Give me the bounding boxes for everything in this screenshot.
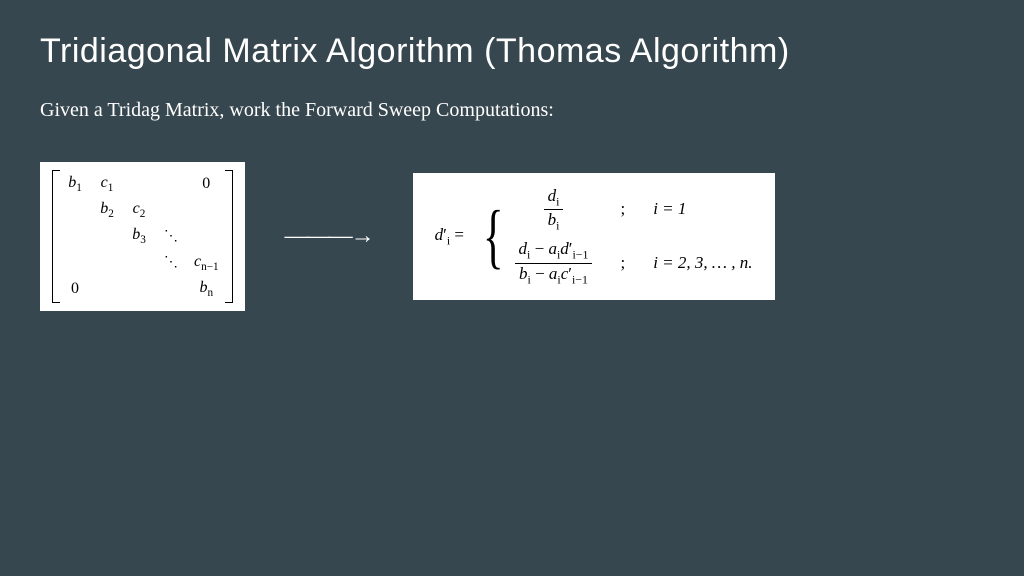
- content-row: b1 c1 0 b2 c2 b3 ⋱ ⋱ cn−1 0: [40, 162, 984, 311]
- case1-semi: ;: [620, 199, 625, 219]
- case2-semi: ;: [620, 253, 625, 273]
- arrow-icon: ———→: [285, 223, 373, 250]
- case2-fraction: di − aid′i−1 bi − aic′i−1: [515, 240, 593, 286]
- case2-condition: i = 2, 3, … , n.: [653, 253, 752, 273]
- matrix-cell-ddots1: ⋱: [162, 228, 180, 245]
- formula-cases: di bi ; i = 1 di − aid′i−1 bi − aic′i−1 …: [515, 187, 753, 287]
- matrix-grid: b1 c1 0 b2 c2 b3 ⋱ ⋱ cn−1 0: [60, 170, 225, 303]
- matrix-bracket-right: [225, 170, 233, 303]
- matrix-cell-c1: c1: [98, 174, 116, 194]
- matrix-cell-bn: bn: [197, 279, 215, 299]
- matrix-bracket-left: [52, 170, 60, 303]
- formula-lhs: d′i =: [435, 225, 464, 248]
- matrix-cell-b3: b3: [130, 226, 148, 246]
- matrix-cell-ddots2: ⋱: [162, 254, 180, 271]
- matrix-cell-cn1: cn−1: [194, 253, 219, 273]
- matrix-cell-b1: b1: [66, 174, 84, 194]
- matrix-cell-c2: c2: [130, 200, 148, 220]
- matrix-cell-zero-bottom: 0: [66, 280, 84, 298]
- brace-icon: {: [483, 200, 504, 272]
- slide-subtitle: Given a Tridag Matrix, work the Forward …: [40, 99, 984, 122]
- case1-fraction: di bi: [515, 187, 593, 233]
- case1-condition: i = 1: [653, 199, 752, 219]
- tridiagonal-matrix: b1 c1 0 b2 c2 b3 ⋱ ⋱ cn−1 0: [40, 162, 245, 311]
- matrix-cell-zero-top: 0: [197, 175, 215, 193]
- slide-title: Tridiagonal Matrix Algorithm (Thomas Alg…: [40, 32, 984, 71]
- matrix-cell-b2: b2: [98, 200, 116, 220]
- formula-d-prime: d′i = { di bi ; i = 1 di − aid′i−1 bi − …: [413, 173, 775, 301]
